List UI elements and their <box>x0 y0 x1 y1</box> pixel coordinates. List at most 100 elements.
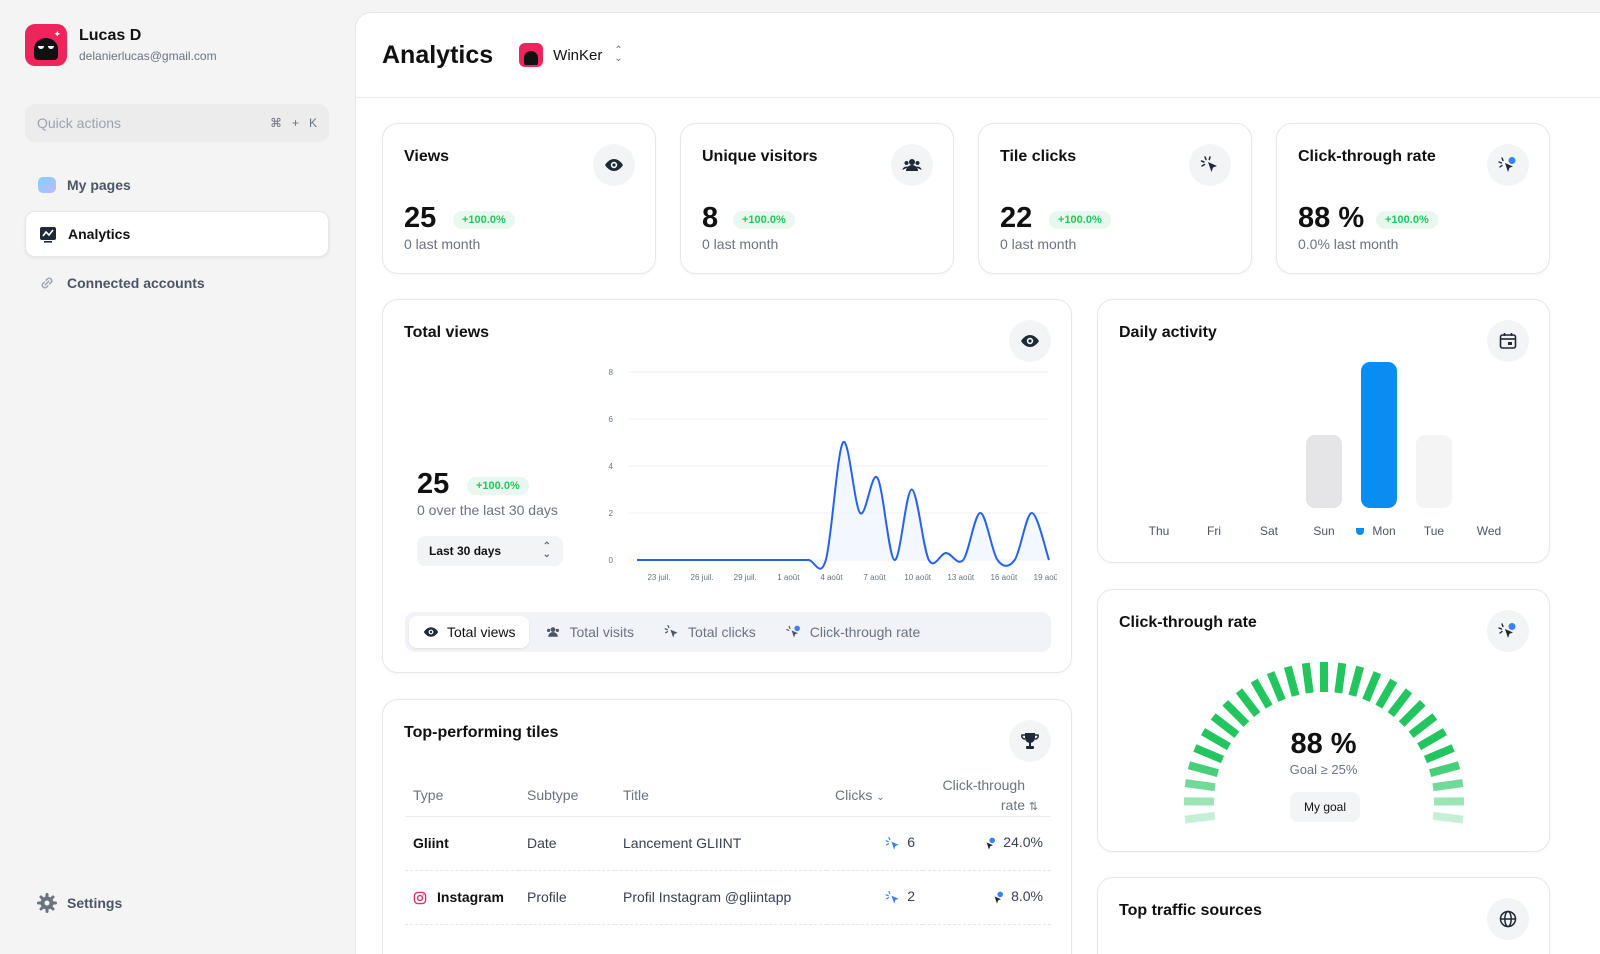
page-header: Analytics WinKer ⌃ ⌄ <box>356 13 1600 98</box>
gauge-segment <box>1375 678 1398 709</box>
workspace-selector[interactable]: WinKer ⌃ ⌄ <box>519 43 623 67</box>
ctr-icon <box>994 891 1004 904</box>
cell-subtype: Date <box>519 816 615 871</box>
tab-total-views[interactable]: Total views <box>409 616 530 648</box>
gauge-segment <box>1187 761 1219 777</box>
ctr-gauge <box>1183 662 1465 824</box>
total-views-card: Total views 25 +100.0% 0 over the last 3… <box>382 299 1072 673</box>
cursor-click-icon <box>885 836 899 850</box>
sidebar-item-label: Connected accounts <box>67 275 205 291</box>
gauge-segment <box>1222 699 1250 727</box>
bar[interactable] <box>1306 435 1342 508</box>
gauge-segment <box>1210 713 1240 738</box>
stat-title: Tile clicks <box>1000 148 1077 165</box>
stat-comparison: 0 last month <box>1000 236 1077 252</box>
y-tick-label: 8 <box>609 368 614 377</box>
gauge-segment <box>1398 699 1426 727</box>
my-goal-button[interactable]: My goal <box>1290 792 1360 822</box>
x-tick-label: 29 juil. <box>734 573 757 582</box>
y-tick-label: 6 <box>609 415 614 424</box>
change-badge: +100.0% <box>453 211 515 229</box>
user-email: delanierlucas@gmail.com <box>79 49 217 63</box>
stat-comparison: 0 last month <box>702 236 779 252</box>
x-tick-label: 4 août <box>820 573 843 582</box>
sort-icon: ⇅ <box>1028 800 1039 813</box>
daily-activity-card: Daily activity Thu Fri Sat Sun Mon Tue Wed <box>1097 299 1550 563</box>
sidebar-item-analytics[interactable]: Analytics <box>25 211 329 257</box>
gauge-value: 88 % <box>1290 728 1357 760</box>
quick-actions-search[interactable]: Quick actions ⌘ + K <box>25 104 329 142</box>
stat-comparison: 0.0% last month <box>1298 236 1399 252</box>
column-label: Click-through rate <box>942 776 1025 813</box>
eye-icon <box>423 627 439 637</box>
stat-value: 8 <box>702 202 719 234</box>
calendar-icon <box>1487 320 1529 362</box>
sidebar-item-settings[interactable]: Settings <box>37 893 122 913</box>
bar[interactable] <box>1416 435 1452 508</box>
x-tick-label: 7 août <box>863 573 886 582</box>
date-range-select[interactable]: Last 30 days ⌃ ⌄ <box>417 536 563 566</box>
link-icon <box>37 273 57 293</box>
ctr-icon <box>785 625 800 638</box>
user-profile[interactable]: ✦ Lucas D delanierlucas@gmail.com <box>25 24 217 66</box>
chevron-up-down-icon: ⌃ ⌄ <box>542 541 551 560</box>
cursor-click-icon <box>664 625 678 638</box>
trophy-icon <box>1356 528 1364 535</box>
gauge-segment <box>1334 662 1347 694</box>
bar-category-label: Sat <box>1260 524 1279 538</box>
gauge-segment <box>1184 811 1216 824</box>
gauge-segment <box>1408 713 1438 738</box>
cell-type: Gliint <box>405 816 519 871</box>
tab-total-visits[interactable]: Total visits <box>531 616 648 648</box>
bar-category-label: Mon <box>1372 524 1395 538</box>
tab-label: Total clicks <box>688 624 756 640</box>
gauge-segment <box>1387 688 1413 718</box>
column-header-title[interactable]: Title <box>615 774 827 817</box>
total-views-comparison: 0 over the last 30 days <box>417 502 558 518</box>
users-icon <box>547 627 560 637</box>
ctr-icon <box>1487 610 1529 652</box>
column-header-subtype[interactable]: Subtype <box>519 774 615 817</box>
change-badge: +100.0% <box>1049 211 1111 229</box>
cell-title: Lancement GLIINT <box>615 816 827 871</box>
settings-label: Settings <box>67 895 123 911</box>
sidebar-item-my-pages[interactable]: My pages <box>25 162 329 208</box>
gauge-goal: Goal ≥ 25% <box>1289 762 1358 777</box>
y-tick-label: 2 <box>609 509 614 518</box>
cell-type: Instagram <box>405 870 519 925</box>
tab-click-through-rate[interactable]: Click-through rate <box>772 616 935 648</box>
card-title: Daily activity <box>1119 324 1217 341</box>
chart-icon <box>38 224 58 244</box>
gauge-segment <box>1362 671 1382 702</box>
column-header-type[interactable]: Type <box>405 774 519 817</box>
column-header-click-through-rate[interactable]: Click-through rate ⇅ <box>923 774 1051 817</box>
sidebar-item-label: My pages <box>67 177 131 193</box>
tab-label: Click-through rate <box>809 624 921 640</box>
table-row[interactable]: Gliint Date Lancement GLIINT 6 24.0% <box>405 816 1051 871</box>
sidebar-item-connected-accounts[interactable]: Connected accounts <box>25 260 329 306</box>
main-panel: Analytics WinKer ⌃ ⌄ Views 25 +100.0% 0 l… <box>355 12 1600 954</box>
user-name: Lucas D <box>79 27 142 44</box>
stat-comparison: 0 last month <box>404 236 481 252</box>
stat-value: 88 % <box>1298 202 1365 234</box>
table-header-row: Type Subtype Title Clicks ⌄ Click-throug… <box>405 774 1051 817</box>
avatar: ✦ <box>25 24 67 66</box>
globe-icon <box>1487 898 1529 940</box>
gauge-segment <box>1432 779 1464 792</box>
gauge-segment <box>1417 728 1448 751</box>
gauge-segment <box>1266 671 1286 702</box>
gauge-segment <box>1250 678 1273 709</box>
column-header-clicks[interactable]: Clicks ⌄ <box>827 774 923 817</box>
x-tick-label: 23 juil. <box>647 573 670 582</box>
table-row[interactable]: Instagram Profile Profil Instagram @glii… <box>405 870 1051 925</box>
stat-card-unique-visitors: Unique visitors 8 +100.0% 0 last month <box>680 123 954 274</box>
bar[interactable] <box>1361 362 1397 508</box>
sidebar-item-label: Analytics <box>68 226 131 242</box>
line-area <box>637 441 1049 569</box>
instagram-icon <box>413 891 427 905</box>
cursor-click-icon <box>885 890 899 904</box>
stat-card-tile-clicks: Tile clicks 22 +100.0% 0 last month <box>978 123 1252 274</box>
tab-total-clicks[interactable]: Total clicks <box>650 616 770 648</box>
x-tick-label: 13 août <box>947 573 974 582</box>
tab-label: Total views <box>447 624 516 640</box>
